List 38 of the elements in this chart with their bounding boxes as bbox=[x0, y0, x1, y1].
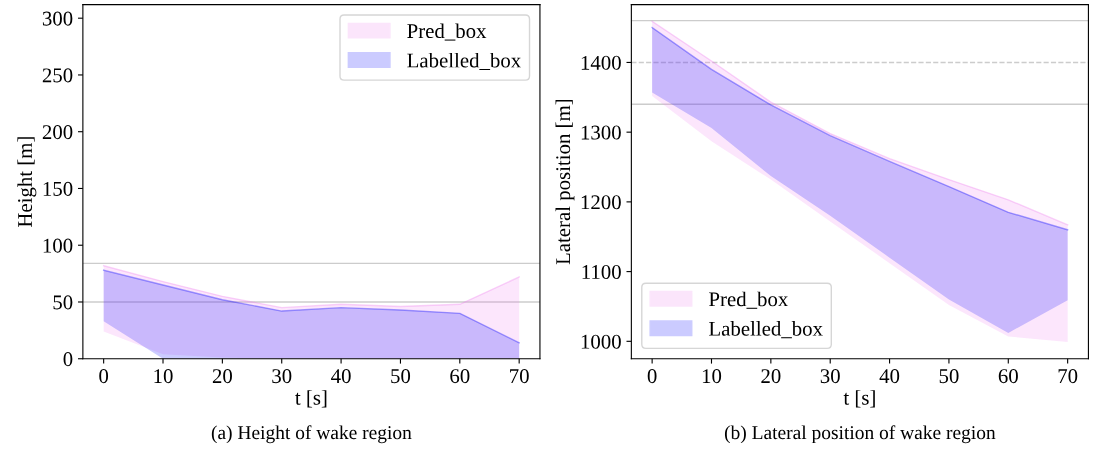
x-tick-label: 70 bbox=[1058, 369, 1078, 384]
y-tick-label: 250 bbox=[42, 68, 73, 83]
x-tick-label: 50 bbox=[391, 369, 411, 384]
x-axis-title: t [s] bbox=[843, 390, 875, 408]
legend-label: Pred_box bbox=[407, 23, 487, 41]
legend-label: Labelled_box bbox=[709, 321, 823, 339]
y-axis-title: Height [m] bbox=[17, 137, 37, 228]
text: (a) Height of wake region bbox=[211, 425, 412, 444]
x-axis-title: t [s] bbox=[295, 390, 327, 408]
legend-label: Pred_box bbox=[709, 291, 789, 309]
x-tick-label: 20 bbox=[212, 369, 232, 384]
x-tick-label: 50 bbox=[939, 369, 959, 384]
y-axis-title: Lateral position [m] bbox=[555, 99, 575, 265]
y-tick-label: 200 bbox=[42, 125, 73, 140]
x-tick-label: 40 bbox=[879, 369, 900, 384]
x-tick-label: 0 bbox=[99, 369, 109, 384]
x-tick-label: 70 bbox=[510, 369, 529, 384]
y-tick-label: 300 bbox=[42, 11, 73, 26]
y-tick-label: 1200 bbox=[581, 195, 621, 210]
text: (b) Lateral position of wake region bbox=[724, 425, 996, 444]
x-tick-label: 30 bbox=[820, 369, 840, 384]
y-tick-label: 150 bbox=[43, 181, 73, 196]
x-tick-label: 60 bbox=[450, 369, 470, 384]
x-tick-label: 20 bbox=[761, 369, 781, 384]
x-tick-label: 40 bbox=[331, 369, 351, 384]
y-tick-label: 100 bbox=[43, 238, 73, 253]
y-tick-label: 1400 bbox=[581, 55, 621, 70]
y-tick-label: 0 bbox=[63, 352, 73, 367]
x-tick-label: 30 bbox=[272, 369, 292, 384]
x-tick-label: 60 bbox=[998, 369, 1018, 384]
y-tick-label: 1000 bbox=[581, 334, 621, 349]
y-tick-label: 50 bbox=[53, 295, 73, 310]
legend-label: Labelled_box bbox=[407, 52, 521, 71]
x-tick-label: 10 bbox=[154, 369, 173, 384]
x-tick-label: 0 bbox=[647, 369, 657, 384]
y-tick-label: 1100 bbox=[582, 264, 621, 280]
y-tick-label: 1300 bbox=[581, 125, 621, 140]
x-tick-label: 10 bbox=[702, 369, 722, 384]
